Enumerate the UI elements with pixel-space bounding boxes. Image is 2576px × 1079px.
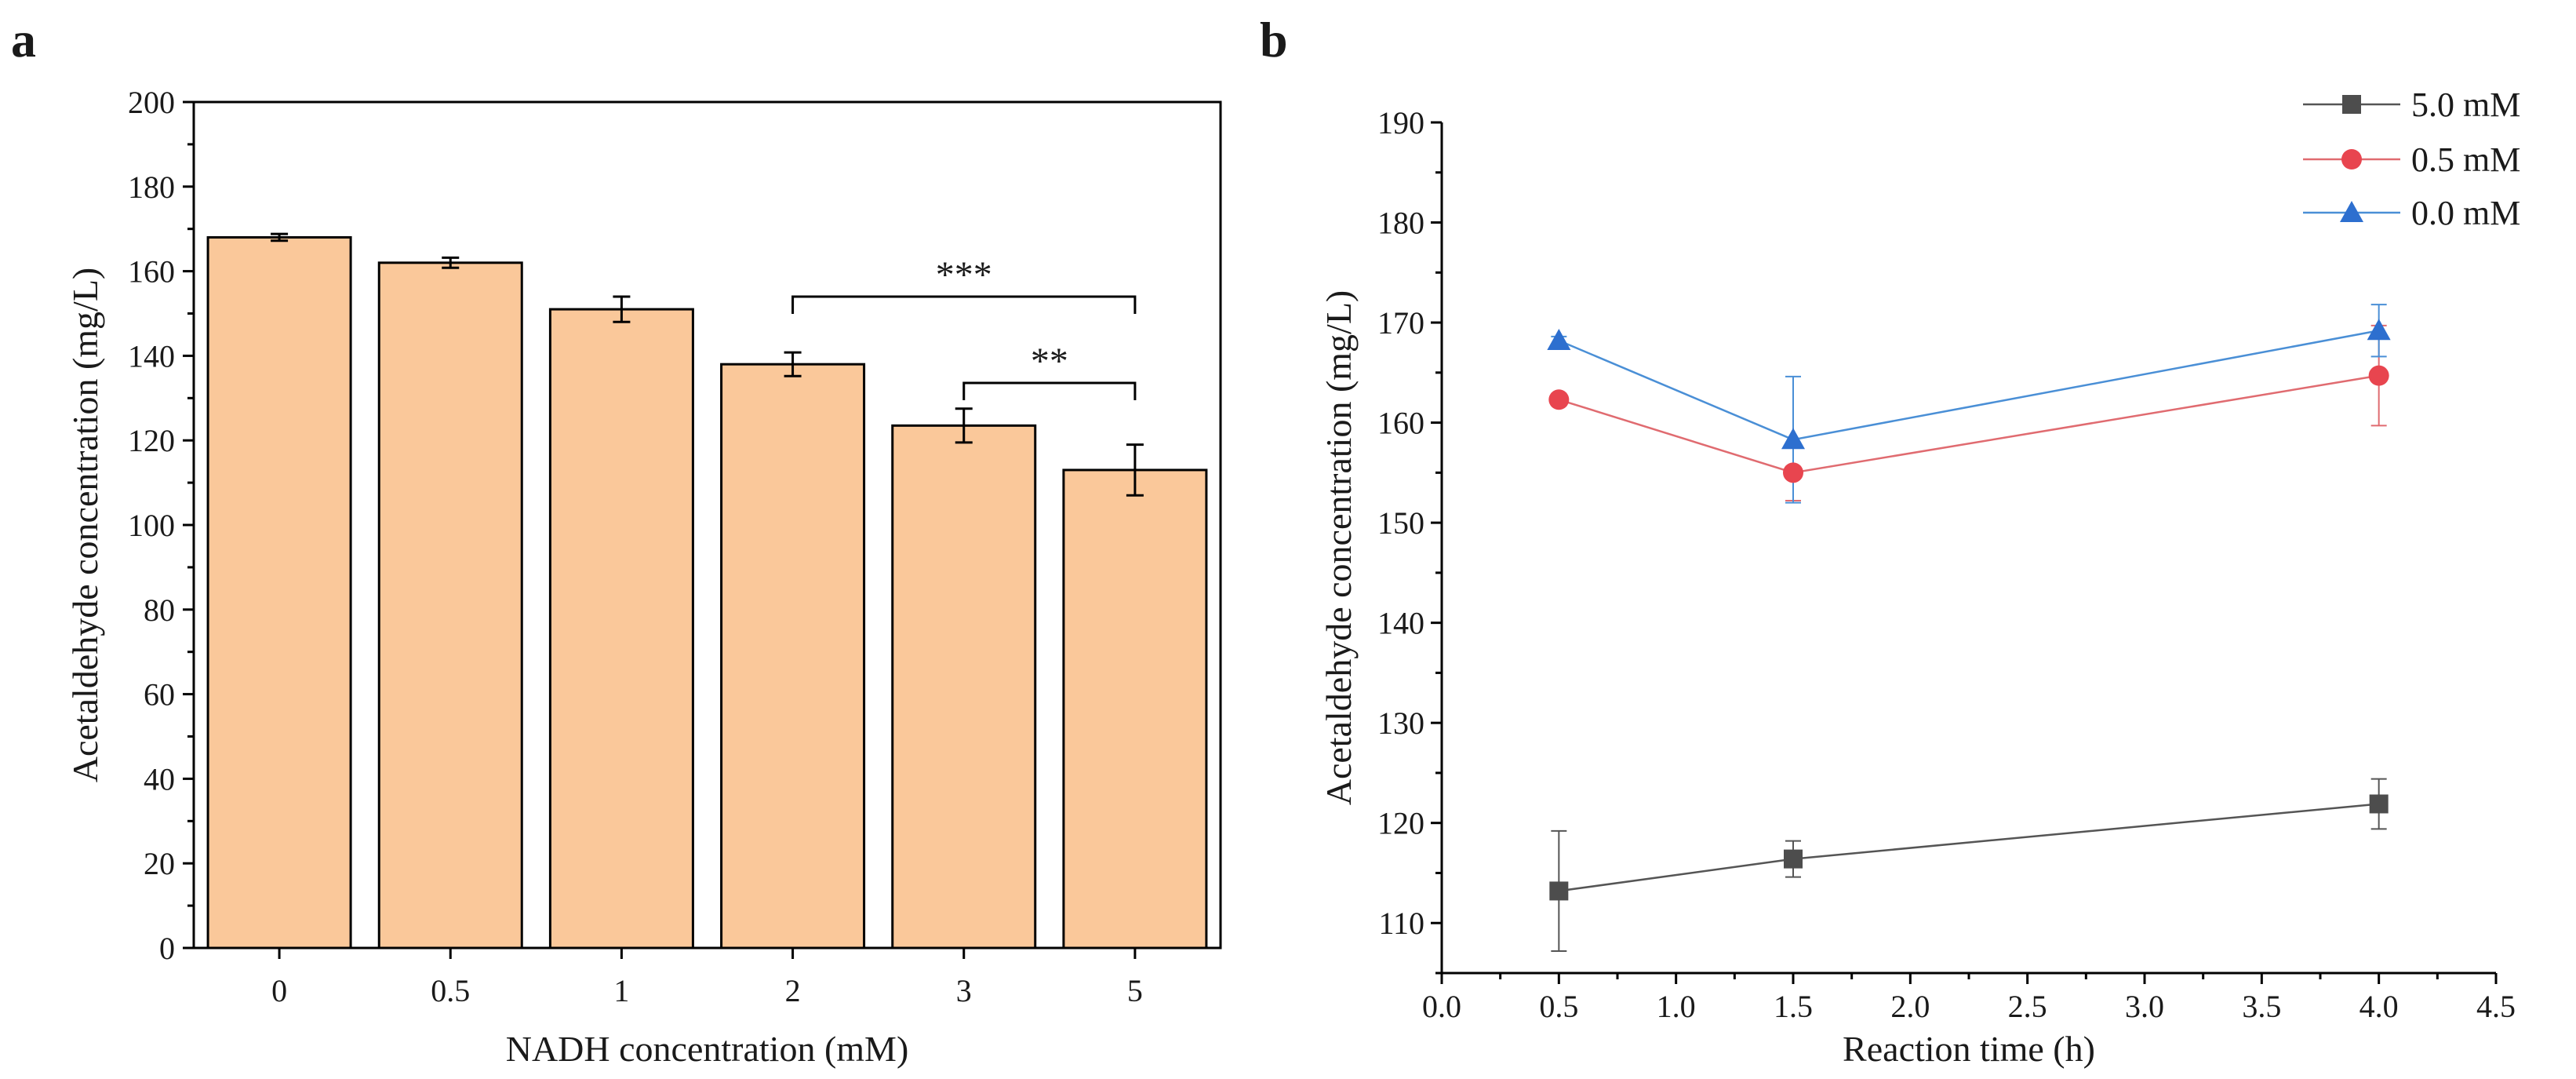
line-chart-panel-b: 110 120 130 140 150 160 170 180 190 0.0 0.5 1.0 1.5…	[1319, 86, 2520, 1069]
y-tick-label-a: 160	[128, 254, 175, 290]
significance-label: ***	[936, 254, 992, 296]
legend-label: 5.0 mM	[2411, 86, 2520, 124]
legend-b: 5.0 mM 0.5 mM 0.0 mM	[2303, 86, 2520, 232]
x-tick-label-b: 4.5	[2476, 989, 2516, 1024]
x-tick-label-b: 2.5	[2008, 989, 2047, 1024]
x-tick-label-a: 2	[785, 973, 801, 1008]
significance-bracket	[962, 381, 1137, 400]
x-tick-label-b: 4.0	[2360, 989, 2399, 1024]
y-tick-label-b: 130	[1377, 705, 1424, 741]
data-point	[1781, 428, 1805, 450]
bar	[548, 308, 694, 950]
series-line	[1558, 374, 2379, 474]
y-tick-label-a: 40	[144, 761, 175, 796]
data-point	[2367, 319, 2391, 341]
panel-a-letter: a	[11, 12, 36, 67]
data-point	[1784, 849, 1803, 869]
x-tick-label-b: 1.0	[1657, 989, 1696, 1024]
y-axis-title-a: Acetaldehyde concentration (mg/L)	[65, 268, 105, 783]
legend-marker	[2342, 95, 2361, 114]
y-tick-label-a: 180	[128, 170, 175, 205]
x-tick-label-b: 1.5	[1774, 989, 1813, 1024]
y-axis-title-b: Acetaldehyde concentration (mg/L)	[1319, 290, 1359, 806]
y-tick-label-b: 120	[1377, 806, 1424, 841]
bar	[1062, 468, 1208, 950]
series-line	[1559, 803, 2379, 892]
bar	[206, 235, 352, 950]
data-point	[2368, 365, 2389, 386]
y-tick-label-b: 140	[1377, 606, 1424, 641]
y-tick-label-b: 110	[1378, 906, 1424, 941]
x-axis-title-b: Reaction time (h)	[1843, 1029, 2095, 1069]
bar	[377, 261, 523, 950]
data-point	[1548, 389, 1570, 410]
x-tick-label-a: 5	[1127, 973, 1143, 1008]
y-tick-label-b: 170	[1377, 305, 1424, 341]
x-tick-label-b: 0.5	[1539, 989, 1578, 1024]
legend-marker	[2341, 149, 2362, 170]
data-point	[1547, 329, 1571, 351]
x-tick-label-b: 2.0	[1890, 989, 1930, 1024]
y-tick-label-a: 20	[144, 846, 175, 881]
series-line	[1558, 330, 2379, 441]
legend-label: 0.0 mM	[2411, 194, 2520, 232]
x-tick-label-a: 1	[613, 973, 629, 1008]
bar	[891, 424, 1037, 950]
y-tick-label-a: 0	[159, 931, 175, 966]
significance-bracket	[791, 295, 1137, 314]
y-tick-label-b: 160	[1377, 406, 1424, 441]
y-tick-label-b: 180	[1377, 206, 1424, 241]
x-tick-label-a: 3	[956, 973, 972, 1008]
legend-label: 0.5 mM	[2411, 140, 2520, 179]
y-tick-label-a: 120	[128, 423, 175, 458]
x-tick-label-b: 3.5	[2242, 989, 2281, 1024]
y-tick-label-a: 80	[144, 592, 175, 628]
x-axis-title-a: NADH concentration (mM)	[506, 1029, 909, 1069]
data-point	[1549, 881, 1569, 901]
bar	[720, 363, 866, 950]
data-point	[1783, 462, 1803, 483]
y-tick-label-a: 140	[128, 338, 175, 374]
y-tick-label-a: 200	[128, 85, 175, 120]
panel-b-letter: b	[1260, 12, 1288, 67]
y-tick-label-b: 190	[1377, 105, 1424, 140]
y-tick-label-b: 150	[1377, 505, 1424, 541]
y-tick-label-a: 100	[128, 508, 175, 543]
legend-marker	[2340, 201, 2363, 222]
data-point	[2369, 794, 2389, 814]
x-tick-label-b: 0.0	[1422, 989, 1461, 1024]
x-tick-label-b: 3.0	[2125, 989, 2164, 1024]
x-tick-label-a: 0.5	[431, 973, 470, 1008]
significance-label: **	[1031, 341, 1068, 382]
y-tick-label-a: 60	[144, 677, 175, 713]
x-tick-label-a: 0	[271, 973, 287, 1008]
